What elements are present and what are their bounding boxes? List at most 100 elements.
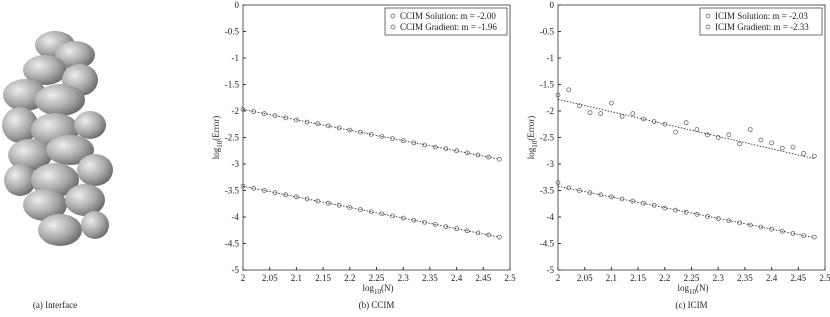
- legend-box: [384, 7, 508, 36]
- axis-label: log10(Error): [211, 116, 224, 160]
- axis-label-part: 10: [374, 288, 382, 296]
- x-tick-label: 2.45: [475, 273, 491, 283]
- data-point: [304, 119, 310, 125]
- data-point: [587, 190, 593, 195]
- data-point: [683, 209, 689, 215]
- data-point: [358, 129, 363, 135]
- data-point: [432, 222, 438, 227]
- x-tick-label: 2.05: [262, 273, 278, 283]
- axis-label-part: 10: [531, 140, 539, 148]
- x-tick-label: 2: [556, 273, 561, 283]
- data-point: [454, 226, 459, 232]
- x-tick-label: 2.1: [291, 273, 302, 283]
- y-tick-label: -3.5: [540, 186, 555, 196]
- legend-marker: [390, 13, 396, 19]
- x-tick-label: 2.25: [369, 273, 385, 283]
- y-tick-label: -5: [232, 265, 240, 275]
- data-point: [651, 119, 657, 124]
- data-point: [475, 152, 481, 158]
- axis-label: log10(Error): [526, 116, 539, 160]
- data-point: [779, 228, 785, 234]
- data-point: [315, 121, 321, 127]
- data-point: [651, 202, 657, 208]
- data-point: [566, 185, 572, 191]
- x-tick-label: 2.05: [577, 273, 593, 283]
- data-point: [673, 129, 678, 135]
- x-tick-label: 2.4: [766, 273, 778, 283]
- axis-label-part: log: [211, 147, 221, 159]
- data-point: [283, 115, 289, 121]
- y-tick-label: -4.5: [225, 239, 240, 249]
- data-point: [662, 205, 668, 211]
- data-point: [619, 113, 625, 119]
- legend-box: [699, 7, 823, 36]
- data-point: [811, 234, 817, 240]
- x-tick-label: 2: [241, 273, 246, 283]
- data-point: [726, 132, 732, 138]
- data-point: [737, 220, 742, 226]
- x-tick-label: 2.4: [451, 273, 463, 283]
- x-tick-label: 2.5: [504, 273, 516, 283]
- data-point: [347, 205, 353, 210]
- data-point: [779, 145, 785, 151]
- data-point: [790, 144, 796, 150]
- data-point: [240, 183, 246, 189]
- y-tick-label: -0.5: [225, 27, 240, 37]
- y-tick-label: 0: [550, 0, 555, 10]
- x-tick-label: 2.2: [344, 273, 355, 283]
- y-tick-label: -1: [547, 53, 555, 63]
- legend-marker: [705, 24, 711, 30]
- data-point: [294, 194, 299, 200]
- data-point: [262, 111, 267, 117]
- x-tick-label: 2.25: [684, 273, 700, 283]
- data-point: [379, 211, 385, 217]
- data-point: [379, 134, 385, 139]
- data-point: [422, 142, 427, 148]
- fit-line: [242, 185, 500, 238]
- data-point: [272, 113, 278, 119]
- data-point: [475, 230, 481, 236]
- y-tick-label: -4.5: [540, 239, 555, 249]
- data-point: [283, 192, 289, 198]
- y-tick-label: -3: [547, 159, 555, 169]
- y-tick-label: -3: [232, 159, 240, 169]
- data-point: [811, 153, 817, 159]
- y-tick-label: -1.5: [225, 80, 240, 90]
- caption: (a) Interface: [33, 300, 77, 310]
- data-point: [769, 140, 774, 146]
- data-point: [390, 136, 395, 141]
- data-point: [737, 141, 742, 147]
- data-point: [619, 196, 625, 202]
- data-point: [358, 207, 363, 212]
- data-point: [641, 116, 646, 122]
- x-tick-label: 2.3: [713, 273, 725, 283]
- data-point: [443, 146, 449, 151]
- data-point: [411, 217, 417, 223]
- data-point: [411, 140, 417, 146]
- axis-label: log10(N): [678, 283, 709, 296]
- legend-label: ICIM Solution: m = -2.03: [715, 11, 808, 21]
- data-point: [336, 202, 342, 208]
- data-point: [694, 212, 700, 217]
- data-point: [496, 234, 502, 240]
- legend-label: ICIM Gradient: m = -2.33: [715, 22, 809, 32]
- fit-line: [557, 98, 815, 160]
- plot-frame: [242, 4, 511, 271]
- data-point: [577, 103, 582, 109]
- x-tick-label: 2.5: [819, 273, 830, 283]
- data-point: [790, 231, 796, 236]
- plot-frame: [557, 4, 826, 271]
- data-point: [801, 233, 806, 238]
- x-tick-label: 2.15: [630, 273, 646, 283]
- y-tick-label: -5: [547, 265, 555, 275]
- data-point: [464, 150, 470, 156]
- axis-label-part: (Error): [526, 116, 536, 141]
- data-point: [443, 224, 449, 229]
- data-point: [587, 110, 593, 115]
- data-point: [673, 207, 678, 213]
- data-point: [486, 232, 491, 238]
- data-point: [577, 188, 582, 193]
- data-point: [747, 222, 753, 228]
- data-point: [326, 200, 331, 206]
